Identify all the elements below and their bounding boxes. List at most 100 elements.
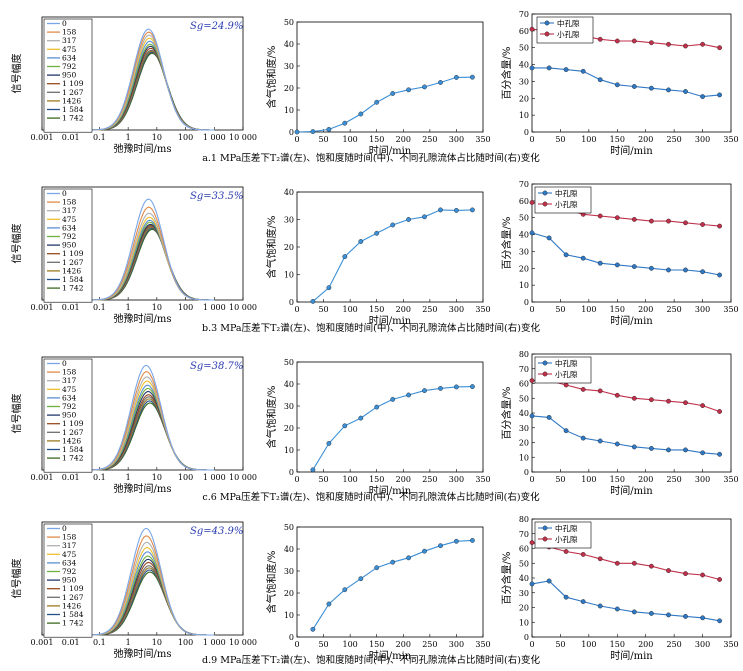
- data-point: [326, 126, 332, 132]
- data-point: [390, 396, 396, 402]
- x-tick-label: 350: [723, 305, 738, 314]
- data-point: [683, 614, 688, 619]
- y-tick-label: 50: [519, 214, 529, 223]
- data-point: [717, 409, 722, 414]
- y-tick-label: 10: [519, 281, 529, 290]
- caption-c: c.6 MPa压差下T₂谱(左)、饱和度随时间(中)、不同孔隙流体占比随时间(右…: [202, 491, 540, 503]
- data-point: [597, 36, 603, 42]
- data-point: [563, 67, 569, 73]
- data-point: [614, 392, 620, 398]
- x-axis-label: 时间/min: [369, 144, 412, 157]
- legend-entry-label: 158: [62, 198, 77, 207]
- x-tick-label: 0.01: [62, 473, 80, 482]
- t2-curve-475: [79, 547, 215, 636]
- t2-curve-1742: [79, 52, 215, 131]
- sg-label: Sg=43.9%: [190, 526, 243, 537]
- x-tick-label: 1 000: [203, 303, 226, 312]
- legend-entry-label: 1 267: [62, 88, 84, 97]
- legend-entry-label: 158: [62, 533, 77, 542]
- t2-curve-0: [79, 28, 215, 131]
- x-tick-label: 0.01: [62, 638, 80, 647]
- t2-curve-1742: [79, 228, 215, 301]
- legend-entry-label: 1 267: [62, 428, 84, 437]
- y-tick-label: 80: [519, 515, 529, 524]
- y-axis-label: 含气饱和度/%: [265, 216, 278, 279]
- data-point: [683, 89, 688, 94]
- legend-entry-label: 317: [62, 541, 77, 550]
- data-point: [390, 559, 396, 565]
- y-tick-label: 30: [284, 402, 294, 411]
- panel-c-sat: 0 50 100 150 200 250 300 350 0 10 20 30 40 50 时间/min 含气…: [265, 358, 491, 497]
- x-tick-label: 150: [369, 135, 384, 144]
- data-point: [563, 252, 569, 258]
- legend-marker: [544, 20, 550, 26]
- x-tick-label: 250: [667, 640, 682, 649]
- data-point: [529, 200, 535, 205]
- legend-marker: [542, 360, 548, 366]
- x-tick-label: 10: [152, 133, 162, 142]
- x-axis-label: 时间/min: [610, 144, 653, 157]
- t2-curve-950: [79, 223, 215, 301]
- data-point: [563, 549, 569, 554]
- data-point: [326, 601, 332, 607]
- x-tick-label: 0: [529, 135, 534, 144]
- x-tick-label: 150: [610, 640, 625, 649]
- data-point: [469, 74, 475, 80]
- x-tick-label: 200: [638, 305, 653, 314]
- x-tick-label: 0: [294, 475, 299, 484]
- y-tick-label: 0: [524, 633, 529, 642]
- data-point: [469, 384, 475, 389]
- y-tick-label: 0: [289, 633, 294, 642]
- legend-entry-label: 1 109: [62, 584, 84, 593]
- legend-marker: [544, 31, 550, 37]
- legend-entry-label: 0: [62, 19, 67, 28]
- x-tick-label: 350: [475, 305, 490, 314]
- data-point: [469, 207, 475, 213]
- data-point: [580, 435, 586, 441]
- panel-a-t2: 0.001 0.01 0.1 1 10 100 1 000 10 000 01583174756…: [10, 16, 257, 155]
- x-tick-label: 350: [723, 135, 738, 144]
- y-tick-label: 40: [284, 545, 294, 554]
- data-point: [326, 285, 332, 291]
- data-point: [649, 563, 654, 569]
- t2-curve-1584: [79, 227, 215, 301]
- x-tick-label: 50: [318, 475, 328, 484]
- y-tick-label: 30: [284, 567, 294, 576]
- legend-entry-label: 1 109: [62, 419, 84, 428]
- x-axis-label: 弛豫时间/ms: [114, 482, 172, 495]
- x-tick-label: 1: [126, 133, 131, 142]
- t2-curve-475: [79, 380, 215, 471]
- y-tick-label: 30: [519, 589, 529, 598]
- caption-b: b.3 MPa压差下T₂谱(左)、饱和度随时间(中)、不同孔隙流体占比随时间(右…: [202, 322, 540, 334]
- data-point: [717, 223, 722, 229]
- y-tick-label: 30: [519, 77, 529, 86]
- legend-entry-label: 1 109: [62, 79, 84, 88]
- x-tick-label: 300: [449, 135, 464, 144]
- t2-curve-317: [79, 376, 215, 471]
- t2-curve-1426: [79, 567, 215, 636]
- x-tick-label: 100: [178, 473, 193, 482]
- t2-curve-1109: [79, 394, 215, 471]
- y-tick-label: 0: [524, 298, 529, 307]
- legend-entry-label: 小孔隙: [555, 370, 578, 379]
- series-line: [531, 580, 720, 622]
- data-point: [438, 385, 443, 391]
- data-point: [546, 578, 552, 584]
- caption-a: a.1 MPa压差下T₂谱(左)、饱和度随时间(中)、不同孔隙流体占比随时间(右…: [202, 152, 540, 164]
- panel-b-sat: 0 50 100 150 200 250 300 350 0 10 20 30 40 时间/min 含气饱和…: [265, 188, 491, 327]
- data-point: [614, 38, 620, 44]
- data-point: [529, 581, 535, 587]
- data-point: [563, 594, 569, 600]
- data-point: [717, 451, 722, 457]
- legend-marker: [542, 201, 548, 207]
- y-axis-label: 信号幅度: [10, 559, 23, 599]
- x-axis-label: 时间/min: [610, 314, 653, 327]
- t2-curve-1742: [79, 571, 215, 636]
- x-tick-label: 300: [695, 305, 710, 314]
- data-point: [438, 543, 443, 549]
- x-tick-label: 0: [529, 640, 534, 649]
- data-point: [374, 230, 380, 236]
- t2-curve-0: [79, 527, 215, 636]
- y-tick-label: 60: [519, 27, 529, 36]
- data-point: [310, 129, 316, 135]
